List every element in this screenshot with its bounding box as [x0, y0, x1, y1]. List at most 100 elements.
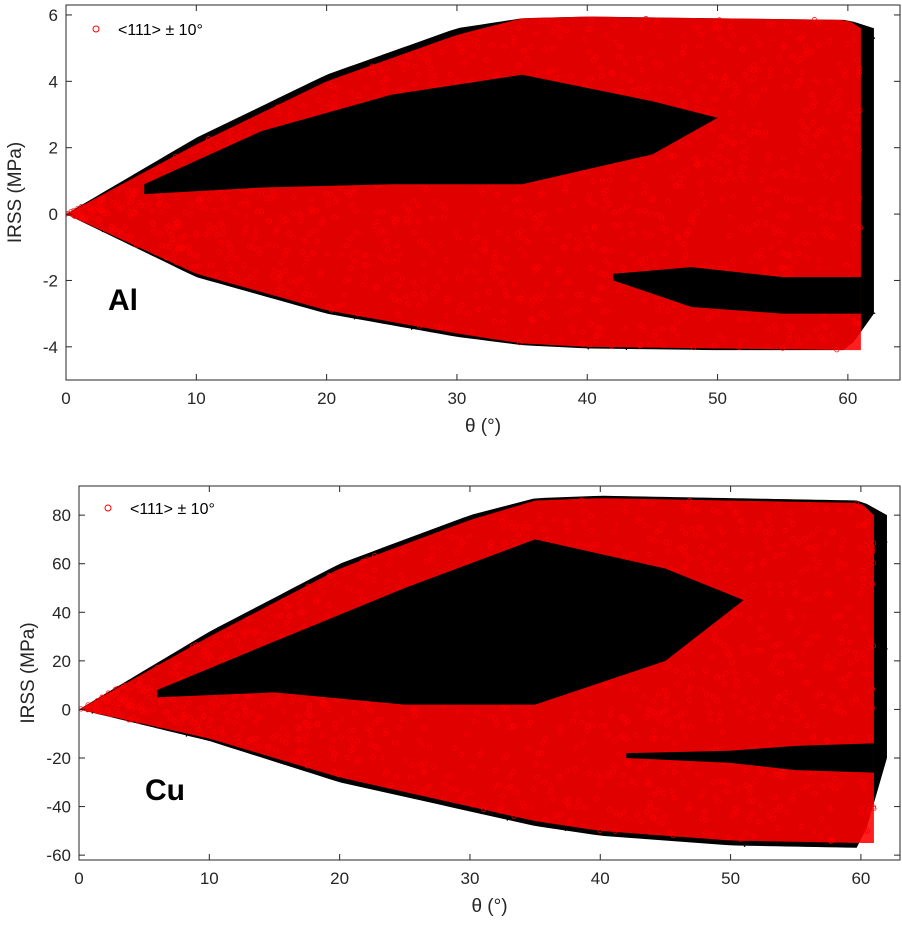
data-point [834, 170, 840, 176]
data-point [886, 648, 888, 650]
data-point [724, 158, 730, 165]
data-point [863, 828, 869, 835]
data-point [515, 532, 521, 538]
data-point [524, 238, 530, 244]
data-point [869, 35, 871, 37]
data-point [767, 74, 773, 80]
data-point [175, 245, 181, 251]
data-point [372, 720, 378, 726]
data-point [497, 808, 503, 814]
data-point [540, 740, 546, 746]
data-point [297, 736, 303, 743]
data-point [873, 668, 875, 671]
data-point [709, 26, 715, 32]
data-point [647, 800, 653, 806]
data-point [316, 594, 322, 600]
data-point [331, 769, 337, 775]
data-point [529, 317, 535, 323]
data-point [168, 715, 174, 721]
legend-label: <111> ± 10° [118, 22, 203, 39]
data-point [117, 206, 123, 212]
data-point [343, 242, 349, 248]
data-point [358, 589, 364, 595]
data-point [446, 324, 452, 330]
data-point [745, 317, 751, 323]
data-point [739, 644, 745, 650]
data-point [243, 197, 249, 204]
data-point [396, 298, 402, 304]
data-point [859, 779, 865, 785]
data-point [527, 719, 533, 725]
data-point [289, 755, 295, 761]
data-point [83, 205, 89, 211]
data-point [702, 560, 708, 566]
data-point [716, 639, 723, 645]
data-point [224, 710, 230, 716]
data-point [245, 201, 251, 208]
data-point [852, 116, 858, 122]
data-point [546, 498, 548, 500]
data-point [298, 697, 304, 703]
data-point [832, 140, 838, 146]
data-point [511, 813, 517, 819]
data-point [492, 254, 498, 260]
data-point [224, 651, 230, 657]
data-point [687, 697, 693, 703]
data-point [650, 500, 656, 507]
data-point [578, 497, 584, 503]
data-point [777, 653, 783, 659]
x-tick-label: 50 [721, 869, 740, 888]
data-point [625, 816, 631, 822]
data-point [803, 783, 809, 789]
data-point [592, 337, 598, 343]
data-point [649, 735, 655, 741]
data-point [619, 235, 625, 241]
data-point [867, 672, 873, 678]
data-point [841, 313, 847, 320]
data-point [709, 127, 715, 133]
data-point [770, 815, 777, 821]
data-point [630, 88, 636, 94]
data-point [718, 560, 724, 567]
data-point [422, 724, 428, 730]
data-point [158, 698, 164, 704]
data-point [745, 227, 752, 233]
data-point [711, 151, 717, 157]
data-point [415, 202, 422, 208]
data-point [283, 247, 289, 253]
data-point [809, 48, 815, 54]
data-point [159, 243, 165, 249]
data-point [493, 721, 499, 727]
data-point [729, 124, 735, 130]
data-point [194, 723, 200, 729]
data-point [114, 203, 120, 209]
data-point [160, 166, 166, 172]
data-point [801, 32, 807, 38]
data-point [576, 306, 582, 312]
data-point [799, 148, 805, 154]
data-point [795, 79, 802, 85]
data-point [775, 502, 781, 508]
data-point [565, 768, 571, 774]
data-point [364, 556, 371, 562]
data-point [511, 282, 517, 288]
data-point [589, 722, 595, 728]
data-point [209, 707, 215, 714]
data-point [657, 527, 663, 533]
data-point [217, 641, 223, 647]
data-point [536, 517, 542, 523]
data-point [651, 333, 657, 339]
data-point [861, 671, 867, 677]
data-point [533, 31, 539, 37]
data-point [359, 596, 365, 602]
data-point [578, 720, 584, 726]
data-point [410, 279, 416, 285]
data-point [802, 240, 808, 246]
data-point [857, 545, 863, 551]
data-point [620, 733, 627, 739]
data-point [384, 769, 390, 775]
data-point [553, 75, 559, 82]
data-point [395, 283, 402, 289]
data-point [297, 217, 303, 223]
data-point [587, 348, 589, 350]
